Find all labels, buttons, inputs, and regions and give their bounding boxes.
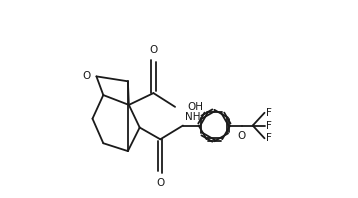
Text: OH: OH — [188, 102, 204, 112]
Text: O: O — [238, 131, 246, 141]
Text: F: F — [266, 121, 272, 130]
Text: O: O — [156, 178, 164, 188]
Text: NH: NH — [184, 112, 200, 122]
Text: O: O — [82, 71, 91, 81]
Text: F: F — [266, 133, 272, 143]
Text: F: F — [266, 108, 272, 118]
Text: O: O — [149, 45, 158, 55]
